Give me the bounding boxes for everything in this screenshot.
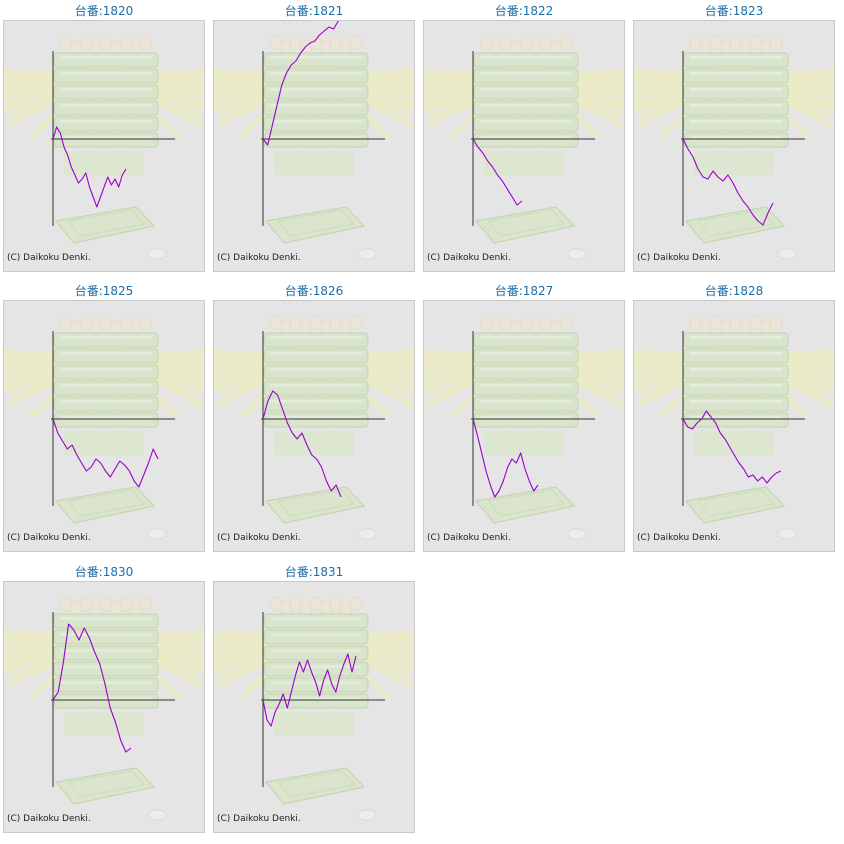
machine-cell: 台番:1823 (C) Daikoku Denki.	[633, 4, 835, 272]
slump-graph-panel: (C) Daikoku Denki.	[213, 581, 415, 833]
slump-graph	[424, 315, 624, 540]
copyright-notice: (C) Daikoku Denki.	[7, 533, 91, 543]
machine-cell: 台番:1830 (C) Daikoku Denki.	[3, 565, 205, 833]
machine-cell: 台番:1828 (C) Daikoku Denki.	[633, 284, 835, 552]
machine-cell: 台番:1825 (C) Daikoku Denki.	[3, 284, 205, 552]
payout-series-line	[52, 418, 159, 488]
slump-graph-panel: (C) Daikoku Denki.	[3, 581, 205, 833]
payout-series-line	[262, 653, 357, 727]
slump-graph	[4, 315, 204, 540]
payout-series-line	[472, 418, 539, 498]
machine-cell: 台番:1831 (C) Daikoku Denki.	[213, 565, 415, 833]
copyright-notice: (C) Daikoku Denki.	[7, 814, 91, 824]
machine-illustration	[4, 35, 204, 260]
slump-graph	[634, 35, 834, 260]
payout-series-line	[262, 390, 342, 498]
slump-graph-panel: (C) Daikoku Denki.	[213, 300, 415, 552]
machine-illustration	[634, 315, 834, 540]
slump-graph	[4, 596, 204, 821]
slump-graph	[634, 315, 834, 540]
slump-graph	[214, 315, 414, 540]
machine-cell: 台番:1826 (C) Daikoku Denki.	[213, 284, 415, 552]
machine-cell: 台番:1822 (C) Daikoku Denki.	[423, 4, 625, 272]
machine-illustration	[214, 315, 414, 540]
machine-cell: 台番:1827 (C) Daikoku Denki.	[423, 284, 625, 552]
machine-cell: 台番:1821 (C) Daikoku Denki.	[213, 4, 415, 272]
payout-series-line	[472, 138, 523, 206]
payout-series-line	[52, 126, 127, 208]
copyright-notice: (C) Daikoku Denki.	[637, 253, 721, 263]
slump-graph-panel: (C) Daikoku Denki.	[3, 20, 205, 272]
copyright-notice: (C) Daikoku Denki.	[427, 533, 511, 543]
machine-illustration	[424, 315, 624, 540]
copyright-notice: (C) Daikoku Denki.	[7, 253, 91, 263]
machine-illustration	[424, 35, 624, 260]
slump-graph-panel: (C) Daikoku Denki.	[423, 20, 625, 272]
machine-number-link[interactable]: 台番:1823	[704, 4, 764, 18]
payout-series-line	[682, 410, 782, 484]
machine-number-link[interactable]: 台番:1831	[284, 565, 344, 579]
machine-number-link[interactable]: 台番:1821	[284, 4, 344, 18]
machine-number-link[interactable]: 台番:1826	[284, 284, 344, 298]
machine-illustration	[4, 596, 204, 821]
copyright-notice: (C) Daikoku Denki.	[217, 253, 301, 263]
machine-number-link[interactable]: 台番:1827	[494, 284, 554, 298]
slump-graph	[214, 596, 414, 821]
copyright-notice: (C) Daikoku Denki.	[427, 253, 511, 263]
copyright-notice: (C) Daikoku Denki.	[217, 533, 301, 543]
machine-illustration	[634, 35, 834, 260]
machine-number-link[interactable]: 台番:1830	[74, 565, 134, 579]
slump-graph	[424, 35, 624, 260]
slump-graph-panel: (C) Daikoku Denki.	[213, 20, 415, 272]
machine-illustration	[4, 315, 204, 540]
slump-graph-panel: (C) Daikoku Denki.	[3, 300, 205, 552]
slump-graph-panel: (C) Daikoku Denki.	[633, 20, 835, 272]
machine-illustration	[214, 596, 414, 821]
copyright-notice: (C) Daikoku Denki.	[217, 814, 301, 824]
machine-cell: 台番:1820 (C) Daikoku Denki.	[3, 4, 205, 272]
payout-series-line	[52, 623, 132, 753]
machine-illustration	[214, 35, 414, 260]
slump-graph-panel: (C) Daikoku Denki.	[633, 300, 835, 552]
machine-number-link[interactable]: 台番:1825	[74, 284, 134, 298]
machine-number-link[interactable]: 台番:1828	[704, 284, 764, 298]
machine-number-link[interactable]: 台番:1822	[494, 4, 554, 18]
payout-series-line	[262, 21, 340, 146]
slump-graph	[214, 21, 414, 260]
slump-graph	[4, 35, 204, 260]
payout-series-line	[682, 138, 774, 226]
copyright-notice: (C) Daikoku Denki.	[637, 533, 721, 543]
machine-number-link[interactable]: 台番:1820	[74, 4, 134, 18]
slump-graph-panel: (C) Daikoku Denki.	[423, 300, 625, 552]
